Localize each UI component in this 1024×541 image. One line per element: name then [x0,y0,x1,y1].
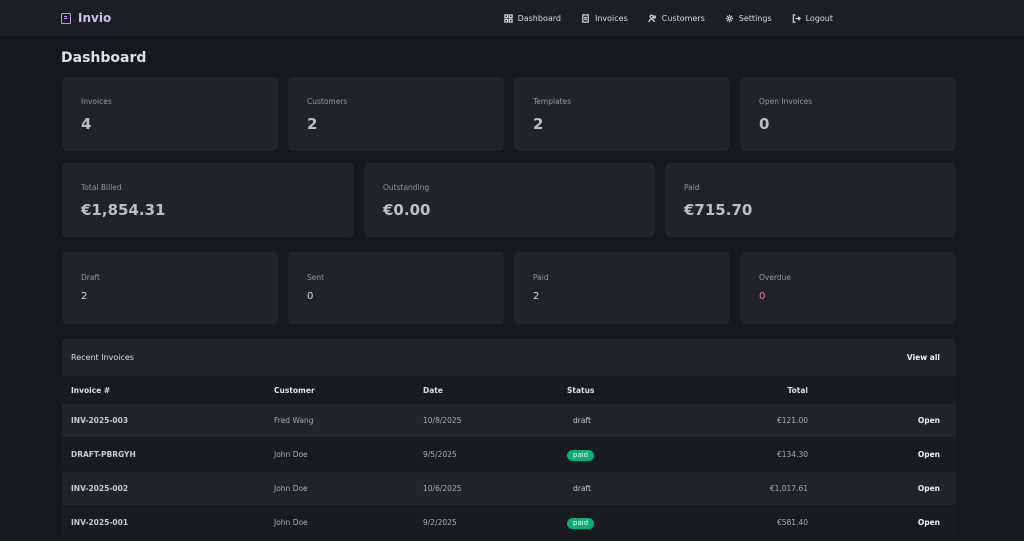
status-cell: paid [567,450,595,461]
column-header: Status [567,386,595,395]
status-badge: paid [567,450,595,461]
customer-name: John Doe [274,484,308,493]
stat-value: 0 [759,115,770,133]
open-invoice-button[interactable]: Open [917,450,940,459]
column-header: Customer [274,386,315,395]
stat-card-total-billed: Total Billed €1,854.31 [62,163,354,237]
table-row: INV-2025-001 John Doe 9/2/2025 paid €581… [62,506,956,539]
gear-icon [725,14,733,22]
invoice-total: €581.40 [776,518,808,527]
column-header: Invoice # [71,386,111,395]
invoice-logo-icon [61,12,71,24]
customer-name: John Doe [274,518,308,527]
stat-label: Invoices [81,97,112,106]
stat-value: €715.70 [684,201,753,219]
stat-card-draft: Draft 2 [62,252,278,324]
stat-card-open-invoices: Open Invoices 0 [740,77,956,151]
open-invoice-button[interactable]: Open [917,518,940,527]
table-row: INV-2025-003 Fred Wang 10/8/2025 draft €… [62,404,956,437]
stat-label: Templates [533,97,572,106]
status-badge: paid [567,518,595,529]
stat-value: 2 [533,115,544,133]
invoice-number: DRAFT-PBRGYH [71,450,136,459]
status-draft: draft [573,416,591,425]
invoice-number: INV-2025-002 [71,484,129,493]
invoice-total: €134.30 [776,450,808,459]
stat-label: Outstanding [383,183,430,192]
recent-invoices-header: Recent Invoices View all [62,339,956,376]
stat-value: 2 [307,115,318,133]
stat-value: 2 [533,291,540,302]
stat-value: 2 [81,291,88,302]
stat-value: €1,854.31 [81,201,166,219]
stat-card-outstanding: Outstanding €0.00 [364,163,655,237]
invoice-number: INV-2025-001 [71,518,129,527]
stat-value: 4 [81,115,92,133]
open-invoice-button[interactable]: Open [917,416,940,425]
stat-card-templates: Templates 2 [514,77,730,151]
view-all-link[interactable]: View all [906,353,940,362]
page-title: Dashboard [61,50,147,66]
column-header: Date [423,386,443,395]
logout-icon [792,13,801,23]
invoice-date: 10/8/2025 [423,416,462,425]
status-draft: draft [573,484,591,493]
stat-card-sent: Sent 0 [288,252,504,324]
stat-label: Customers [307,97,348,106]
nav-customers[interactable]: Customers [648,14,705,23]
top-navbar: Invio Dashboard Invoices Customers Setti… [0,0,1024,36]
users-icon [648,14,656,22]
stat-label: Paid [533,273,549,282]
invoice-total: €121.00 [776,416,808,425]
invoice-total: €1,017.61 [769,484,808,493]
invoice-number: INV-2025-003 [71,416,129,425]
invoice-date: 10/6/2025 [423,484,462,493]
stat-card-customers: Customers 2 [288,77,504,151]
nav-settings[interactable]: Settings [725,14,772,23]
stat-value: 0 [307,291,314,302]
table-header: Invoice # Customer Date Status Total [62,376,956,404]
stat-label: Total Billed [81,183,122,192]
invoice-date: 9/5/2025 [423,450,457,459]
app-brand[interactable]: Invio [61,11,111,25]
stat-card-invoices: Invoices 4 [62,77,278,151]
stat-label: Sent [307,273,325,282]
stat-label: Draft [81,273,100,282]
main-menu: Dashboard Invoices Customers Settings Lo… [503,13,833,23]
open-invoice-button[interactable]: Open [917,484,940,493]
customer-name: John Doe [274,450,308,459]
section-title: Recent Invoices [71,353,134,362]
stat-label: Paid [684,183,700,192]
invoice-date: 9/2/2025 [423,518,457,527]
column-header: Total [787,386,809,395]
stat-card-overdue: Overdue 0 [740,252,956,324]
stat-label: Overdue [759,273,792,282]
customer-name: Fred Wang [274,416,314,425]
nav-dashboard[interactable]: Dashboard [503,13,561,23]
document-icon [582,13,589,23]
app-title: Invio [78,11,112,25]
table-row: INV-2025-002 John Doe 10/6/2025 draft €1… [62,472,956,505]
dashboard-grid-icon [503,13,513,23]
stat-value: €0.00 [383,201,431,219]
status-cell: paid [567,518,595,529]
table-row: DRAFT-PBRGYH John Doe 9/5/2025 paid €134… [62,438,956,471]
stat-value-overdue: 0 [759,291,766,302]
nav-invoices[interactable]: Invoices [581,14,628,23]
stat-label: Open Invoices [759,97,813,106]
nav-logout[interactable]: Logout [792,14,833,23]
stat-card-paid-amount: Paid €715.70 [665,163,956,237]
stat-card-paid-count: Paid 2 [514,252,730,324]
